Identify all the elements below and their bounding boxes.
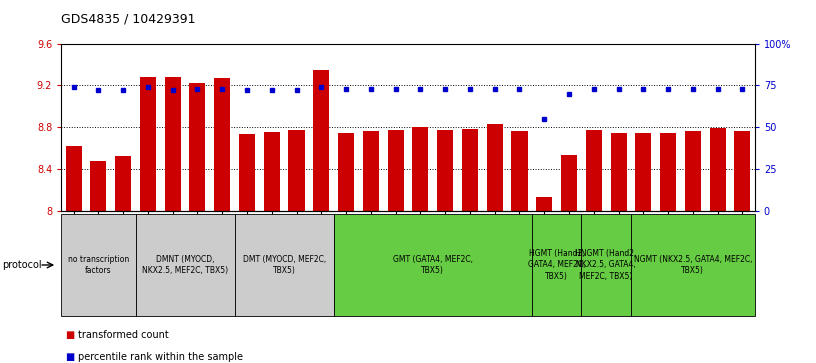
Text: HGMT (Hand2,
GATA4, MEF2C,
TBX5): HGMT (Hand2, GATA4, MEF2C, TBX5): [528, 249, 585, 281]
Bar: [532, 214, 582, 316]
Bar: [536, 197, 552, 211]
Text: ■: ■: [65, 330, 74, 340]
Text: no transcription
factors: no transcription factors: [68, 255, 129, 275]
Bar: [412, 127, 428, 211]
Bar: [486, 124, 503, 211]
Text: HNGMT (Hand2,
NKX2.5, GATA4,
MEF2C, TBX5): HNGMT (Hand2, NKX2.5, GATA4, MEF2C, TBX5…: [575, 249, 636, 281]
Bar: [239, 134, 255, 211]
Bar: [65, 146, 82, 211]
Bar: [189, 83, 206, 211]
Bar: [313, 70, 330, 211]
Bar: [338, 133, 354, 211]
Bar: [61, 214, 135, 316]
Text: GMT (GATA4, MEF2C,
TBX5): GMT (GATA4, MEF2C, TBX5): [392, 255, 472, 275]
Bar: [660, 133, 676, 211]
Bar: [512, 131, 527, 211]
Bar: [363, 131, 379, 211]
Bar: [214, 78, 230, 211]
Text: protocol: protocol: [2, 260, 42, 270]
Text: DMNT (MYOCD,
NKX2.5, MEF2C, TBX5): DMNT (MYOCD, NKX2.5, MEF2C, TBX5): [142, 255, 228, 275]
Bar: [582, 214, 631, 316]
Bar: [636, 133, 651, 211]
Bar: [685, 131, 701, 211]
Bar: [561, 155, 577, 211]
Bar: [135, 214, 235, 316]
Bar: [610, 133, 627, 211]
Bar: [334, 214, 532, 316]
Bar: [165, 77, 180, 211]
Bar: [631, 214, 755, 316]
Bar: [264, 132, 280, 211]
Bar: [462, 129, 478, 211]
Bar: [734, 131, 751, 211]
Bar: [235, 214, 334, 316]
Text: NGMT (NKX2.5, GATA4, MEF2C,
TBX5): NGMT (NKX2.5, GATA4, MEF2C, TBX5): [633, 255, 752, 275]
Bar: [388, 130, 404, 211]
Bar: [710, 128, 725, 211]
Bar: [115, 156, 131, 211]
Bar: [586, 130, 602, 211]
Bar: [289, 130, 304, 211]
Bar: [140, 77, 156, 211]
Text: ■: ■: [65, 352, 74, 362]
Text: transformed count: transformed count: [78, 330, 168, 340]
Bar: [437, 130, 453, 211]
Bar: [91, 162, 106, 211]
Text: GDS4835 / 10429391: GDS4835 / 10429391: [61, 12, 196, 25]
Text: percentile rank within the sample: percentile rank within the sample: [78, 352, 242, 362]
Text: DMT (MYOCD, MEF2C,
TBX5): DMT (MYOCD, MEF2C, TBX5): [242, 255, 326, 275]
